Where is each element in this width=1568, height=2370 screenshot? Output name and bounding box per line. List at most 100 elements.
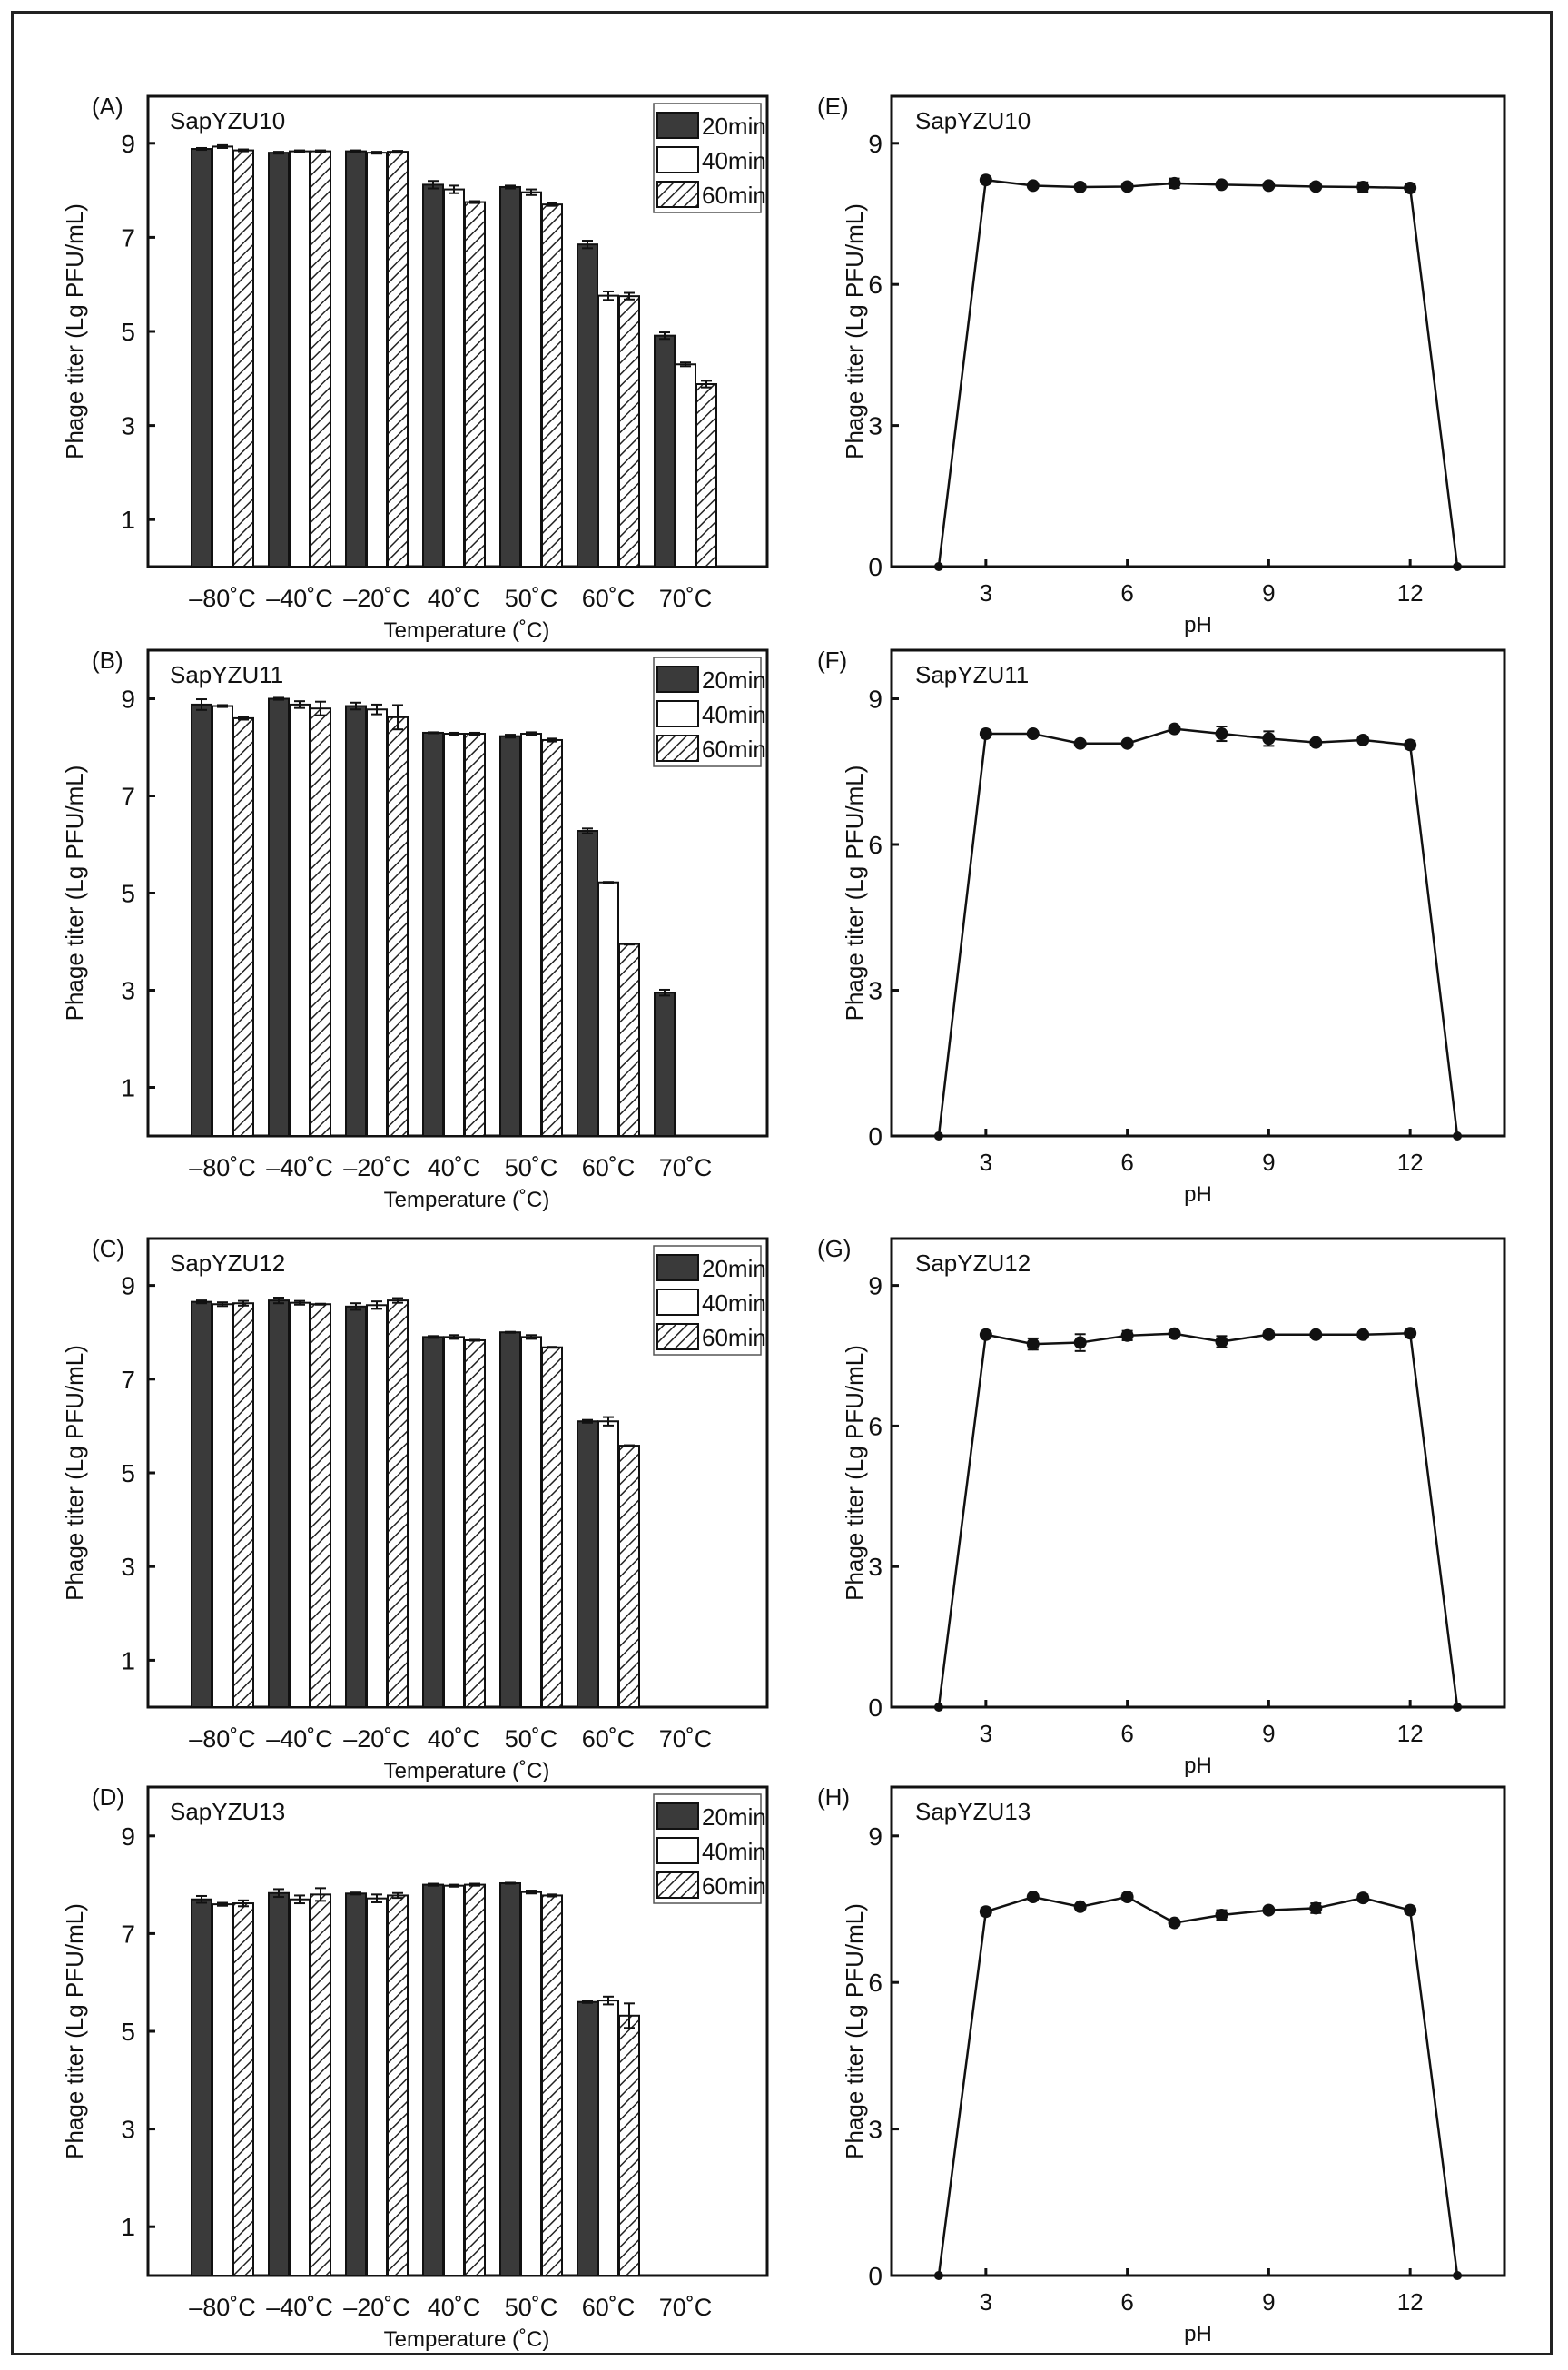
bar-60min xyxy=(541,1894,563,2277)
x-tick-label: 60˚C xyxy=(582,1154,636,1181)
bar-60min xyxy=(310,1893,331,2277)
bar-chart-sapyzu11 xyxy=(146,648,769,1138)
x-tick-label: –20˚C xyxy=(343,2294,410,2321)
x-tick-label: 12 xyxy=(1397,1720,1424,1747)
y-tick-label: 7 xyxy=(121,1366,135,1394)
bar-20min xyxy=(345,1892,367,2276)
panel-label: (D) xyxy=(92,1783,124,1811)
bar-60min xyxy=(310,1303,331,1708)
y-tick-label: 9 xyxy=(868,686,883,714)
y-tick-label: 9 xyxy=(121,1822,135,1851)
bar-20min xyxy=(422,1883,444,2277)
y-tick-label: 5 xyxy=(121,2018,135,2046)
x-tick-label: 9 xyxy=(1262,2288,1275,2316)
bar-60min xyxy=(541,203,563,568)
legend-label: 20min xyxy=(702,667,766,694)
bar-20min xyxy=(422,731,444,1137)
bar-40min xyxy=(366,1304,388,1708)
y-tick-label: 0 xyxy=(868,1122,883,1150)
y-tick-label: 6 xyxy=(868,1412,883,1440)
data-point xyxy=(933,562,943,571)
y-axis-label: Phage titer (Lg PFU/mL) xyxy=(61,203,88,459)
x-axis-label: Temperature (˚C) xyxy=(384,2327,550,2352)
x-tick-label: –20˚C xyxy=(343,1154,410,1181)
data-point xyxy=(1215,1908,1228,1921)
x-axis-label: Temperature (˚C) xyxy=(384,1188,550,1212)
bar-40min xyxy=(212,145,233,568)
panel-label: (C) xyxy=(92,1235,124,1262)
y-tick-label: 7 xyxy=(121,783,135,811)
x-tick-label: –80˚C xyxy=(189,1725,256,1753)
legend-label: 60min xyxy=(702,1872,766,1900)
y-tick-label: 5 xyxy=(121,1459,135,1487)
x-axis-label: pH xyxy=(1184,2322,1212,2346)
panel-label: (A) xyxy=(92,93,123,120)
bar-40min xyxy=(520,1336,542,1708)
data-point xyxy=(1453,1703,1463,1712)
data-line xyxy=(937,1895,1459,2276)
data-point xyxy=(1168,722,1181,736)
x-tick-label: 70˚C xyxy=(659,1154,713,1181)
data-point xyxy=(1356,1328,1370,1341)
x-tick-label: 6 xyxy=(1120,1149,1133,1176)
x-tick-label: 6 xyxy=(1120,579,1133,607)
x-tick-label: 3 xyxy=(980,2288,992,2316)
bar-60min xyxy=(618,943,640,1138)
y-tick-label: 1 xyxy=(121,1074,135,1102)
x-tick-label: 50˚C xyxy=(505,1725,558,1753)
data-point xyxy=(1356,1891,1370,1905)
data-point xyxy=(1120,736,1134,750)
bar-20min xyxy=(191,703,212,1137)
data-point xyxy=(1073,736,1087,750)
data-point xyxy=(1120,1891,1134,1904)
bar-60min xyxy=(541,1346,563,1709)
x-tick-label: 60˚C xyxy=(582,1725,636,1753)
legend-label: 60min xyxy=(702,182,766,209)
y-tick-label: 0 xyxy=(868,1694,883,1722)
legend-swatch-60min xyxy=(656,735,699,762)
bar-60min xyxy=(464,1338,486,1709)
y-tick-label: 6 xyxy=(868,831,883,859)
bar-60min xyxy=(232,1902,254,2276)
x-tick-label: 70˚C xyxy=(659,2294,713,2321)
figure-frame xyxy=(11,11,1553,2355)
data-point xyxy=(1215,178,1228,192)
data-point xyxy=(1215,1335,1228,1348)
plot-area-border xyxy=(890,1785,1506,2277)
data-point xyxy=(1404,1327,1417,1340)
y-tick-label: 7 xyxy=(121,1920,135,1948)
y-tick-label: 6 xyxy=(868,271,883,299)
chart-title: SapYZU13 xyxy=(915,1798,1031,1825)
data-point xyxy=(979,1905,992,1919)
bar-20min xyxy=(268,152,290,568)
legend-label: 20min xyxy=(702,1255,766,1282)
plot-area-border xyxy=(890,94,1506,568)
chart-title: SapYZU10 xyxy=(915,107,1031,134)
y-axis-label: Phage titer (Lg PFU/mL) xyxy=(841,203,868,459)
legend-label: 60min xyxy=(702,736,766,763)
legend-swatch-20min xyxy=(656,1254,699,1281)
line-chart-sapyzu13 xyxy=(890,1785,1506,2280)
bar-40min xyxy=(597,881,619,1137)
bar-60min xyxy=(387,1894,409,2277)
bar-20min xyxy=(654,992,676,1138)
y-tick-label: 5 xyxy=(121,318,135,346)
data-point xyxy=(1073,1900,1087,1913)
x-tick-label: –80˚C xyxy=(189,2294,256,2321)
chart-title: SapYZU11 xyxy=(170,661,283,688)
data-line xyxy=(937,1331,1459,1708)
bar-40min xyxy=(675,363,696,568)
x-tick-label: 40˚C xyxy=(428,585,481,612)
bar-40min xyxy=(289,150,311,568)
legend-label: 40min xyxy=(702,1289,766,1317)
x-axis-label: pH xyxy=(1184,1753,1212,1778)
bar-60min xyxy=(387,1299,409,1709)
bar-40min xyxy=(597,2000,619,2276)
bar-40min xyxy=(289,1301,311,1709)
bar-20min xyxy=(577,243,598,568)
x-tick-label: 12 xyxy=(1397,2288,1424,2316)
bar-20min xyxy=(499,185,521,568)
y-tick-label: 0 xyxy=(868,2262,883,2290)
x-tick-label: 60˚C xyxy=(582,585,636,612)
bar-20min xyxy=(422,1336,444,1708)
